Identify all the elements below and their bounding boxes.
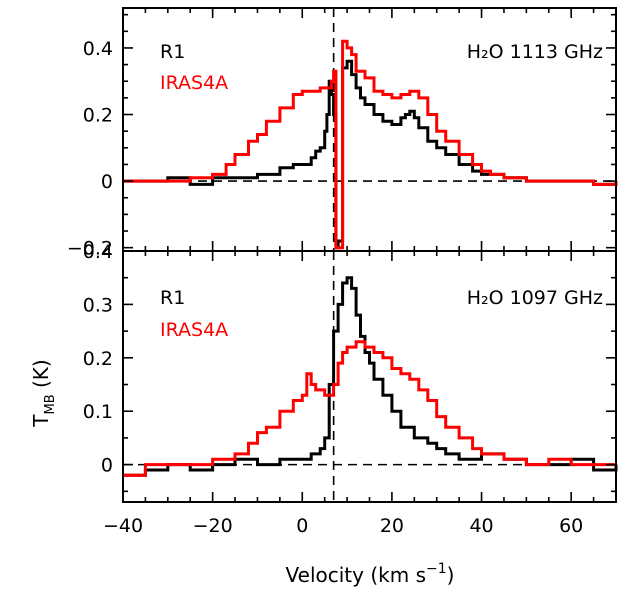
legend-iras4a: IRAS4A bbox=[160, 319, 228, 341]
series-iras4a-line bbox=[123, 340, 616, 477]
y-axis-label: TMB (K) bbox=[29, 359, 58, 427]
y-tick-label: 0 bbox=[101, 171, 113, 193]
x-tick-label: −40 bbox=[103, 515, 143, 537]
y-tick-label: 0.3 bbox=[83, 294, 113, 316]
panel-top: −0.2 0 0.2 0.4 R1 IRAS4A H₂O 1113 GHz bbox=[67, 7, 618, 260]
legend-iras4a: IRAS4A bbox=[160, 72, 228, 94]
series-iras4a-line bbox=[123, 39, 618, 250]
y-tick-label: 0.4 bbox=[83, 38, 113, 60]
y-tick-label: 0.2 bbox=[83, 105, 113, 127]
x-tick-label: 0 bbox=[296, 515, 308, 537]
x-tick-label: −20 bbox=[193, 515, 233, 537]
y-tick-label: 0.1 bbox=[83, 401, 113, 423]
y-tick-label: 0 bbox=[101, 455, 113, 477]
y-tick-label: 0.2 bbox=[83, 348, 113, 370]
series-r1-line bbox=[123, 59, 618, 250]
species-label: H₂O 1097 GHz bbox=[467, 287, 603, 309]
panel-bottom: 0 0.1 0.2 0.3 0.4 −40 −20 0 20 40 60 R1 IRAS4A H₂… bbox=[83, 241, 618, 537]
legend-r1: R1 bbox=[160, 287, 185, 309]
series-r1-line bbox=[123, 276, 618, 477]
x-tick-label: 60 bbox=[559, 515, 583, 537]
x-tick-label: 40 bbox=[469, 515, 493, 537]
legend-r1: R1 bbox=[160, 41, 185, 63]
y-tick-label: 0.4 bbox=[83, 241, 113, 263]
y-tick-label: −0.2 bbox=[67, 238, 113, 260]
x-tick-label: 20 bbox=[380, 515, 404, 537]
species-label: H₂O 1113 GHz bbox=[467, 41, 603, 63]
x-axis-label: Velocity (km s−1) bbox=[286, 561, 455, 587]
